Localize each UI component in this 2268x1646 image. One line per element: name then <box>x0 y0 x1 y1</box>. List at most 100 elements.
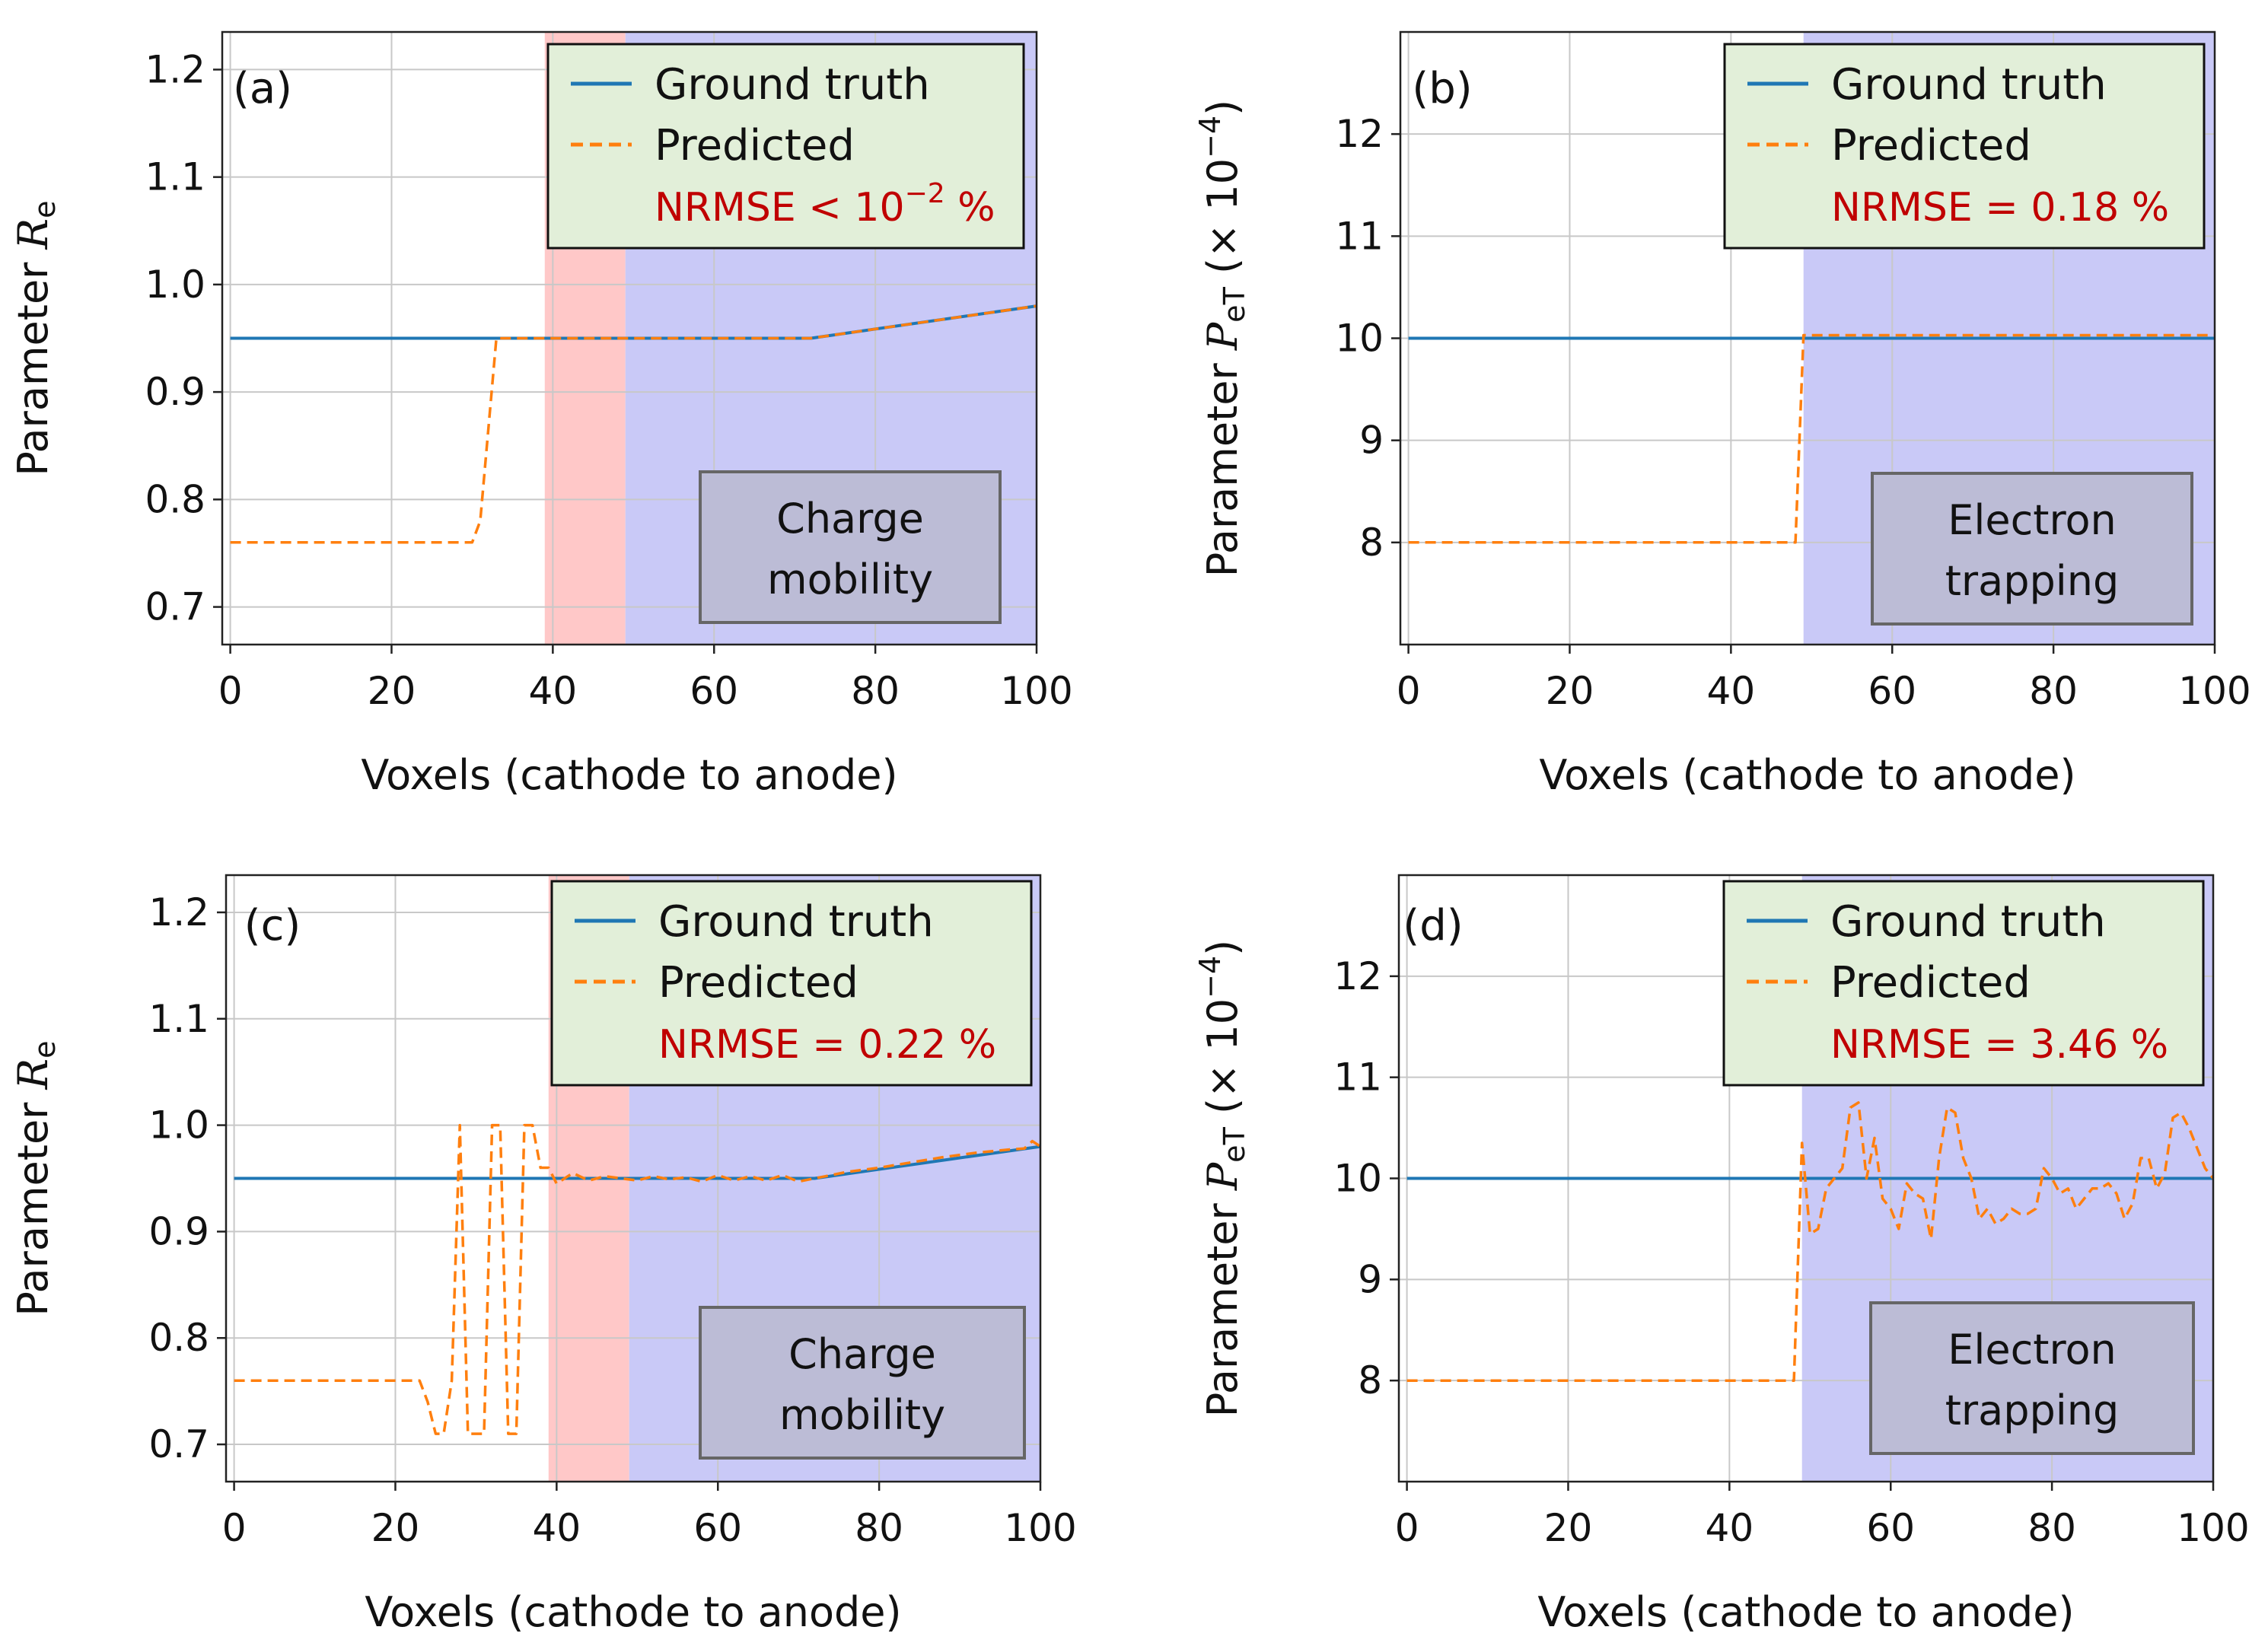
y-label-subscript: e <box>28 200 62 218</box>
x-tick-label: 0 <box>218 669 243 713</box>
y-label-symbol: P <box>1199 1161 1247 1191</box>
x-tick-label: 0 <box>1395 1506 1419 1550</box>
nrmse-value: NRMSE < 10 <box>655 185 905 231</box>
annotation-text-line: trapping <box>1945 557 2120 605</box>
y-tick-label: 12 <box>1335 112 1384 156</box>
y-label-subscript: e <box>28 1040 62 1058</box>
y-label-symbol: R <box>9 1059 57 1090</box>
y-tick-label: 0.7 <box>148 1422 209 1466</box>
annotation-box <box>699 470 1002 624</box>
nrmse-value: NRMSE = 0.22 % <box>658 1022 996 1068</box>
y-axis-label: Parameter Re <box>9 1040 62 1316</box>
x-tick-label: 100 <box>2178 669 2250 713</box>
legend-predicted-label: Predicted <box>655 121 855 170</box>
chart-panel-d: 0 20 40 60 80 100 8 9 10 11 12 Voxels (cathode to a… <box>1193 874 2250 1636</box>
y-tick-label: 1.1 <box>148 997 209 1041</box>
x-tick-label: 20 <box>1546 669 1594 713</box>
x-tick-label: 20 <box>1544 1506 1593 1550</box>
nrmse-value: NRMSE = 3.46 % <box>1830 1022 2168 1068</box>
y-tick-label: 0.8 <box>148 1316 209 1360</box>
annotation-text-line: mobility <box>767 556 933 603</box>
y-tick-label: 12 <box>1333 954 1382 998</box>
legend-ground-truth-label: Ground truth <box>658 897 934 947</box>
y-tick-label: 0.9 <box>145 370 205 414</box>
series-ground-truth-line <box>234 1145 1041 1180</box>
x-tick-label: 20 <box>371 1506 420 1550</box>
x-tick-label: 100 <box>1004 1506 1076 1550</box>
legend-nrmse-text: NRMSE = 0.22 % <box>658 1022 996 1068</box>
y-tick-label: 1.2 <box>145 47 205 91</box>
series-predicted-line <box>1408 333 2215 544</box>
x-tick-label: 40 <box>1706 1506 1754 1550</box>
series-predicted-line <box>234 1123 1041 1435</box>
x-tick-label: 60 <box>1868 669 1916 713</box>
legend-predicted-label: Predicted <box>1830 958 2031 1008</box>
x-tick-label: 40 <box>1707 669 1756 713</box>
y-axis-label: Parameter Re <box>9 200 62 476</box>
x-tick-label: 40 <box>533 1506 581 1550</box>
axes-frame <box>225 874 1042 1483</box>
legend-ground-truth-label: Ground truth <box>1830 897 2106 947</box>
y-tick-label: 9 <box>1358 1257 1382 1301</box>
annotation-text-line: Electron <box>1948 1326 2116 1374</box>
x-tick-label: 80 <box>2029 669 2078 713</box>
x-tick-label: 80 <box>855 1506 903 1550</box>
axes-frame <box>221 30 1038 646</box>
y-tick-label: 11 <box>1333 1055 1382 1100</box>
x-tick-label: 0 <box>1397 669 1421 713</box>
annotation-text-line: Electron <box>1948 496 2116 544</box>
y-label-superscript: −4 <box>1193 116 1227 158</box>
nrmse-suffix: % <box>945 185 995 231</box>
legend-ground-truth-label: Ground truth <box>655 60 930 110</box>
y-tick-label: 8 <box>1358 1358 1382 1402</box>
x-tick-label: 80 <box>851 669 900 713</box>
y-axis-label: Parameter PeT (× 10−4) <box>1193 940 1251 1418</box>
y-label-superscript: −4 <box>1193 956 1227 998</box>
y-tick-label: 1.1 <box>145 155 205 199</box>
y-tick-label: 0.8 <box>145 477 205 521</box>
nrmse-value: NRMSE = 0.18 % <box>1831 185 2169 231</box>
y-label-suffix: (× 10 <box>1199 998 1247 1127</box>
y-label-symbol: P <box>1199 321 1247 351</box>
panel-label: (c) <box>244 901 301 950</box>
legend-predicted-label: Predicted <box>658 958 858 1008</box>
chart-panel-a: 0 20 40 60 80 100 0.7 0.8 0.9 1.0 1.1 1.2 Voxels (ca… <box>9 30 1073 799</box>
legend-predicted-label: Predicted <box>1831 121 2031 170</box>
panel-label: (a) <box>233 64 292 113</box>
x-axis-label: Voxels (cathode to anode) <box>1537 1588 2074 1636</box>
y-label-end: ) <box>1199 100 1247 116</box>
x-tick-label: 0 <box>222 1506 247 1550</box>
y-label-end: ) <box>1199 940 1247 956</box>
x-tick-label: 40 <box>529 669 578 713</box>
y-tick-label: 0.7 <box>145 585 205 629</box>
y-tick-label: 10 <box>1335 317 1384 361</box>
annotation-box <box>699 1306 1026 1460</box>
y-tick-label: 11 <box>1335 214 1384 258</box>
annotation-text-line: Charge <box>788 1330 936 1378</box>
chart-panel-c: 0 20 40 60 80 100 0.7 0.8 0.9 1.0 1.1 1.2 Voxels (ca… <box>9 874 1077 1636</box>
y-tick-label: 10 <box>1333 1157 1382 1201</box>
panel-label: (d) <box>1403 901 1463 950</box>
legend-nrmse-text: NRMSE = 3.46 % <box>1830 1022 2168 1068</box>
legend-nrmse-text: NRMSE = 0.18 % <box>1831 185 2169 231</box>
series-predicted-line <box>1406 1101 2215 1382</box>
legend-nrmse-text: NRMSE < 10−2 % <box>655 178 995 231</box>
x-axis-label: Voxels (cathode to anode) <box>365 1588 901 1636</box>
y-tick-label: 8 <box>1359 521 1384 565</box>
annotation-text-line: mobility <box>779 1391 945 1439</box>
y-axis-label: Parameter PeT (× 10−4) <box>1193 100 1251 578</box>
x-tick-label: 60 <box>690 669 738 713</box>
y-tick-label: 0.9 <box>148 1209 209 1253</box>
y-label-prefix: Parameter <box>1199 1190 1247 1417</box>
legend-box <box>546 43 1025 250</box>
nrmse-superscript: −2 <box>905 178 945 209</box>
x-tick-label: 20 <box>368 669 416 713</box>
y-label-prefix: Parameter <box>9 249 57 476</box>
x-tick-label: 60 <box>1866 1506 1915 1550</box>
y-tick-label: 9 <box>1359 419 1384 463</box>
annotation-text-line: Charge <box>776 495 924 543</box>
panel-label: (b) <box>1412 64 1472 113</box>
y-label-prefix: Parameter <box>1199 350 1247 577</box>
y-label-suffix: (× 10 <box>1199 158 1247 287</box>
